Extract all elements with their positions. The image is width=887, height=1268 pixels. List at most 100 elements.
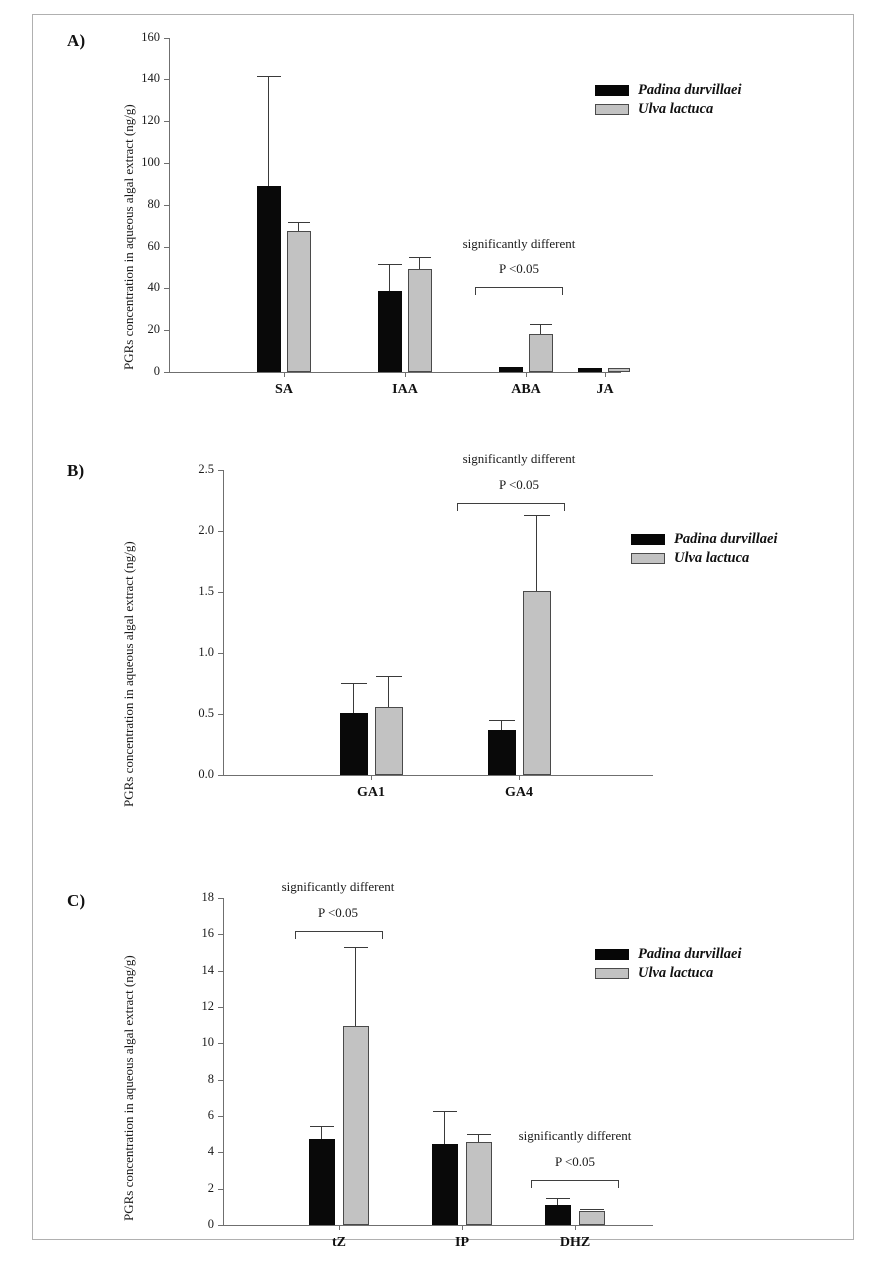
errorbar-ip-ulva [478, 1134, 479, 1142]
errorbar-cap-ga4-ulva [524, 515, 550, 516]
panel-b-category-label-ga1: GA1 [357, 785, 385, 800]
errorbar-ga4-ulva [536, 515, 537, 591]
panel-b-ytick [218, 653, 223, 654]
errorbar-cap-ip-padina [433, 1111, 457, 1112]
legend-label-padina: Padina durvillaei [674, 531, 778, 547]
legend-label-padina: Padina durvillaei [638, 946, 742, 962]
bar-ip-ulva [466, 1142, 492, 1225]
panel-a-ytick [164, 205, 169, 206]
panel-c-plot: 18 16 14 12 10 8 6 4 2 0 [33, 835, 855, 1250]
panel-b: B) PGRs concentration in aqueous algal e… [33, 435, 855, 835]
panel-a-ytick-label: 140 [141, 71, 160, 85]
panel-b-ytick [218, 470, 223, 471]
errorbar-cap-tz-padina [310, 1126, 334, 1127]
panel-a-y-axis [169, 38, 170, 372]
bar-tz-ulva [343, 1026, 369, 1225]
legend-row-ulva: Ulva lactuca [595, 964, 742, 983]
panel-b-significance-bracket [457, 503, 565, 511]
panel-b-xtick [519, 775, 520, 780]
panel-c-significance-caption-tz: significantly different [281, 879, 395, 894]
panel-a-ytick-label: 60 [147, 239, 161, 253]
panel-a-ytick-label: 100 [141, 155, 160, 169]
panel-a-ytick-label: 160 [141, 30, 160, 44]
panel-b-ytick-label: 2.5 [198, 462, 214, 476]
errorbar-cap-dhz-ulva [580, 1209, 604, 1210]
bar-ja-padina [578, 368, 602, 372]
panel-a-significance-pvalue: P <0.05 [498, 261, 540, 276]
errorbar-cap-ga1-padina [341, 683, 367, 684]
legend-swatch-light-icon [631, 553, 665, 564]
panel-c-ytick-label: 4 [207, 1144, 214, 1158]
errorbar-iaa-padina [389, 264, 390, 291]
panel-a-xtick [605, 372, 606, 377]
panel-a-label: A) [67, 31, 86, 50]
panel-c-significance-caption-dhz: significantly different [518, 1128, 632, 1143]
bar-aba-padina [499, 367, 523, 372]
panel-c-category-label-ip: IP [455, 1235, 469, 1250]
bar-ip-padina [432, 1144, 458, 1225]
panel-c-ytick-label: 10 [201, 1035, 215, 1049]
errorbar-cap-ip-ulva [467, 1134, 491, 1135]
panel-c-ytick [218, 1007, 223, 1008]
errorbar-cap-aba-ulva [530, 324, 552, 325]
panel-c-ytick [218, 971, 223, 972]
bar-dhz-ulva [579, 1211, 605, 1225]
bar-ga4-padina [488, 730, 516, 775]
errorbar-cap-sa-ulva [288, 222, 310, 223]
errorbar-cap-ga4-padina [489, 720, 515, 721]
errorbar-sa-ulva [298, 222, 299, 231]
panel-c-y-axis [223, 898, 224, 1225]
panel-b-ytick [218, 531, 223, 532]
panel-a-ytick-label: 20 [147, 322, 161, 336]
figure-frame: A) PGRs concentration in aqueous algal e… [32, 14, 855, 1250]
panel-c-x-axis [223, 1225, 653, 1226]
panel-a-category-label-iaa: IAA [392, 382, 418, 397]
panel-a-ytick [164, 372, 169, 373]
panel-a-ytick [164, 330, 169, 331]
errorbar-tz-ulva [355, 947, 356, 1026]
panel-b-ytick [218, 714, 223, 715]
bar-ga4-ulva [523, 591, 551, 775]
panel-c-ytick [218, 1189, 223, 1190]
panel-a-xtick [405, 372, 406, 377]
panel-c-ytick-label: 8 [207, 1072, 214, 1086]
panel-c-label: C) [67, 891, 86, 910]
panel-c-ytick-label: 14 [201, 963, 215, 977]
panel-c-legend: Padina durvillaei Ulva lactuca [595, 945, 742, 983]
errorbar-ip-padina [444, 1111, 445, 1144]
panel-c: C) PGRs concentration in aqueous algal e… [33, 835, 855, 1250]
panel-c-category-label-tz: tZ [332, 1235, 346, 1250]
panel-b-y-axis [223, 470, 224, 775]
panel-b-ytick [218, 592, 223, 593]
legend-label-ulva: Ulva lactuca [638, 101, 714, 117]
panel-b-significance-caption: significantly different [462, 451, 576, 466]
panel-b-significance-pvalue: P <0.05 [498, 477, 540, 492]
bar-iaa-ulva [408, 269, 432, 372]
legend-swatch-dark-icon [631, 534, 665, 545]
legend-row-ulva: Ulva lactuca [631, 549, 778, 568]
legend-swatch-light-icon [595, 104, 629, 115]
bar-ga1-padina [340, 713, 368, 775]
panel-a-xtick [526, 372, 527, 377]
legend-swatch-dark-icon [595, 949, 629, 960]
panel-b-label: B) [67, 461, 85, 480]
errorbar-ga4-padina [501, 720, 502, 730]
panel-a-plot: 160 140 120 100 80 60 40 20 0 SA [33, 15, 855, 435]
bar-aba-ulva [529, 334, 553, 372]
errorbar-ga1-padina [353, 683, 354, 713]
panel-a-xtick [284, 372, 285, 377]
errorbar-cap-tz-ulva [344, 947, 368, 948]
panel-a-ytick [164, 38, 169, 39]
bar-tz-padina [309, 1139, 335, 1225]
panel-c-significance-pvalue-tz: P <0.05 [317, 905, 359, 920]
panel-a-ytick [164, 247, 169, 248]
panel-c-ytick [218, 1116, 223, 1117]
panel-a-ytick-label: 120 [141, 113, 160, 127]
panel-b-ytick-label: 1.5 [198, 584, 214, 598]
panel-a-significance-bracket [475, 287, 563, 295]
panel-b-ytick-label: 1.0 [198, 645, 214, 659]
panel-b-xtick [371, 775, 372, 780]
errorbar-sa-padina [268, 76, 269, 186]
panel-b-legend: Padina durvillaei Ulva lactuca [631, 530, 778, 568]
panel-a-ytick [164, 163, 169, 164]
